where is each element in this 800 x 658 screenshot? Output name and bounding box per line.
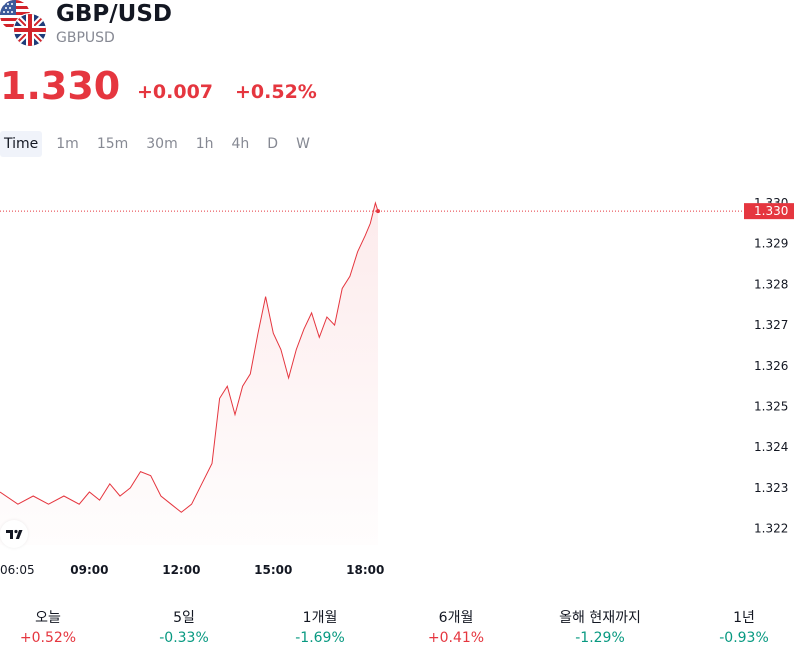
price-change-percent: +0.52% [235, 81, 317, 103]
price-area [0, 203, 378, 545]
perf-label: 오늘 [35, 610, 61, 626]
perf-value: +0.41% [427, 630, 485, 646]
current-price: 1.330 [0, 64, 121, 108]
interval-tabs: Time 1m 15m 30m 1h 4h D W [0, 131, 324, 157]
tab-w[interactable]: W [296, 136, 310, 152]
perf-label: 올해 현재까지 [559, 610, 641, 626]
perf-6m[interactable]: 6개월 +0.41% [391, 608, 521, 648]
perf-today[interactable]: 오늘 +0.52% [0, 608, 113, 648]
perf-ytd[interactable]: 올해 현재까지 -1.29% [535, 608, 665, 648]
perf-label: 1개월 [302, 610, 338, 626]
perf-value: -1.69% [295, 630, 345, 646]
y-tick-label: 1.325 [754, 400, 788, 414]
perf-label: 1년 [733, 610, 755, 626]
tab-15m[interactable]: 15m [96, 136, 129, 152]
current-price-badge [744, 203, 794, 220]
price-chart[interactable]: 1.330 1.329 1.328 1.327 1.326 1.325 1.324 1.323… [0, 180, 800, 590]
x-tick-label: 15:00 [254, 563, 292, 577]
symbol-title: GBP/USD [56, 1, 172, 27]
y-tick-label: 1.327 [754, 318, 788, 332]
tab-time[interactable]: Time [0, 131, 43, 157]
y-tick-label: 1.329 [754, 237, 788, 251]
price-line [0, 201, 379, 513]
x-tick-label: 06:05 [0, 563, 35, 577]
tradingview-logo-icon[interactable] [0, 520, 28, 548]
perf-1m[interactable]: 1개월 -1.69% [255, 608, 385, 648]
price-change: +0.007 [137, 81, 214, 103]
y-tick-label: 1.323 [754, 481, 788, 495]
tab-30m[interactable]: 30m [146, 136, 178, 152]
tab-4h[interactable]: 4h [231, 136, 250, 152]
perf-value: -0.33% [159, 630, 209, 646]
perf-label: 6개월 [438, 610, 474, 626]
x-tick-label: 12:00 [162, 563, 200, 577]
current-price-badge-label: 1.330 [754, 204, 788, 218]
performance-row: 오늘 +0.52% 5일 -0.33% 1개월 -1.69% 6개월 +0.41… [0, 608, 800, 652]
perf-value: -1.29% [575, 630, 625, 646]
tab-1h[interactable]: 1h [195, 136, 214, 152]
tab-d[interactable]: D [267, 136, 279, 152]
perf-5d[interactable]: 5일 -0.33% [119, 608, 249, 648]
uk-flag-icon [13, 13, 47, 47]
x-tick-label: 18:00 [346, 563, 384, 577]
y-tick-label: 1.326 [754, 359, 788, 373]
perf-value: +0.52% [19, 630, 77, 646]
perf-label: 5일 [173, 610, 195, 626]
tab-1m[interactable]: 1m [56, 136, 79, 152]
y-tick-label: 1.328 [754, 277, 788, 291]
y-tick-label: 1.322 [754, 522, 788, 536]
perf-1y[interactable]: 1년 -0.93% [679, 608, 800, 648]
ticker-code: GBPUSD [56, 30, 115, 46]
y-tick-label: 1.324 [754, 440, 788, 454]
perf-value: -0.93% [719, 630, 769, 646]
currency-flags [0, 0, 50, 50]
x-tick-label: 09:00 [70, 563, 108, 577]
